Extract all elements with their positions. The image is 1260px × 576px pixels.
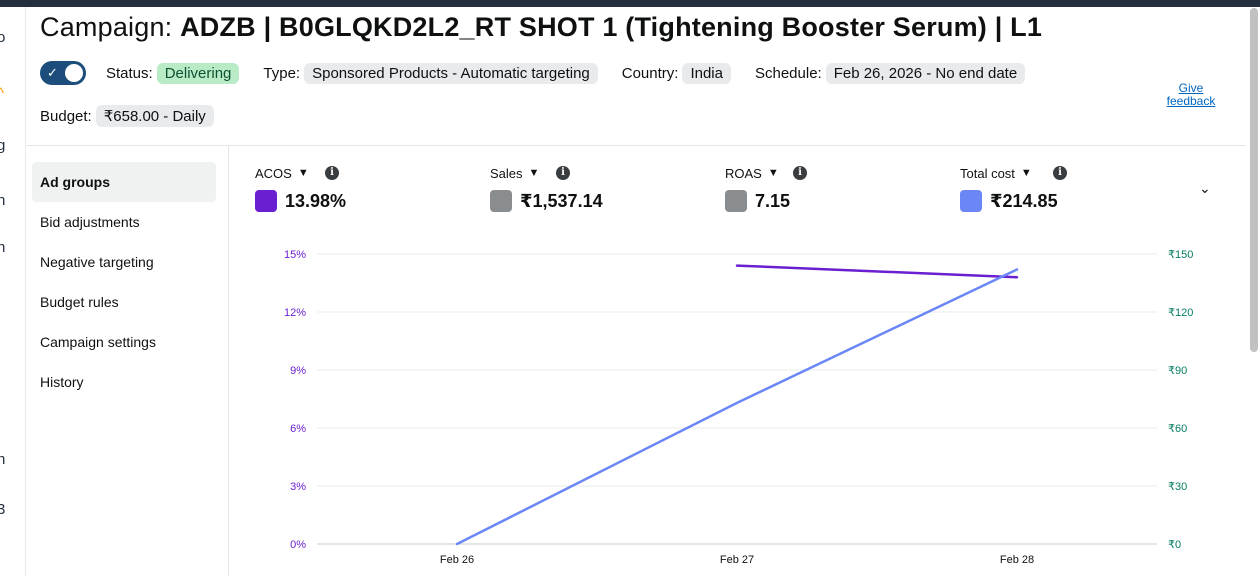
top-bar bbox=[0, 0, 1260, 7]
rail-glyph: g bbox=[0, 137, 5, 154]
y-left-tick-label: 9% bbox=[290, 365, 306, 377]
rail-glyph: n bbox=[0, 239, 5, 256]
info-icon[interactable]: i bbox=[556, 166, 570, 180]
info-icon[interactable]: i bbox=[325, 166, 339, 180]
budget-badge: ₹658.00 - Daily bbox=[95, 105, 214, 127]
metric-selector[interactable]: Total cost ▼ i bbox=[960, 164, 1160, 182]
metric-sales: Sales ▼ i ₹1,537.14 bbox=[490, 164, 690, 212]
country-label: Country: bbox=[621, 64, 679, 82]
y-right-tick-label: ₹90 bbox=[1168, 365, 1187, 377]
info-icon[interactable]: i bbox=[1053, 166, 1067, 180]
series-line-acos bbox=[735, 264, 1019, 279]
sidenav-item-bid-adjustments[interactable]: Bid adjustments bbox=[40, 214, 140, 230]
rail-glyph: n bbox=[0, 451, 5, 468]
left-rail: o ^ g n n . l n 3 bbox=[0, 7, 26, 576]
page-title: Campaign: ADZB | B0GLQKD2L2_RT SHOT 1 (T… bbox=[40, 12, 1042, 43]
sidenav-item-campaign-settings[interactable]: Campaign settings bbox=[40, 334, 156, 350]
page-scrollbar[interactable] bbox=[1250, 8, 1258, 352]
campaign-info-row: ✓ Status: Delivering Type: Sponsored Pro… bbox=[40, 61, 1049, 85]
y-right-tick-label: ₹120 bbox=[1168, 307, 1193, 319]
metric-label: Total cost bbox=[960, 165, 1015, 181]
type-badge: Sponsored Products - Automatic targeting bbox=[304, 62, 598, 84]
country-badge: India bbox=[682, 62, 731, 84]
metric-acos: ACOS ▼ i 13.98% bbox=[255, 164, 455, 212]
header-divider bbox=[26, 145, 1246, 146]
metric-total-cost: Total cost ▼ i ₹214.85 bbox=[960, 164, 1160, 212]
metric-value: ₹1,537.14 bbox=[520, 190, 603, 211]
chevron-down-icon: ▼ bbox=[297, 167, 309, 179]
y-left-tick-label: 3% bbox=[290, 481, 306, 493]
performance-chart: 0% ₹0 3% ₹30 6% ₹60 9% ₹90 12% ₹120 15% ₹150 Feb 26 F… bbox=[229, 230, 1249, 576]
schedule-label: Schedule: bbox=[754, 64, 822, 82]
y-right-tick-label: ₹60 bbox=[1168, 423, 1187, 435]
rail-glyph: 3 bbox=[0, 501, 5, 518]
status-badge: Delivering bbox=[156, 62, 240, 84]
metric-value: 7.15 bbox=[755, 190, 791, 211]
metric-color-swatch[interactable] bbox=[490, 190, 512, 212]
x-tick-label: Feb 27 bbox=[720, 554, 754, 566]
budget-row: Budget: ₹658.00 - Daily bbox=[40, 105, 238, 127]
metric-selector[interactable]: Sales ▼ i bbox=[490, 164, 690, 182]
sidenav-item-budget-rules[interactable]: Budget rules bbox=[40, 294, 119, 310]
campaign-sidenav: Ad groups Bid adjustments Negative targe… bbox=[32, 162, 216, 402]
type-label: Type: bbox=[263, 64, 301, 82]
schedule-badge: Feb 26, 2026 - No end date bbox=[825, 62, 1026, 84]
expand-chevron-icon[interactable]: ⌄ bbox=[1199, 180, 1211, 196]
rail-glyph: . bbox=[0, 297, 1, 314]
metric-value: 13.98% bbox=[285, 190, 347, 211]
metric-color-swatch[interactable] bbox=[960, 190, 982, 212]
check-icon: ✓ bbox=[47, 65, 58, 80]
x-tick-label: Feb 26 bbox=[440, 554, 474, 566]
metric-color-swatch[interactable] bbox=[725, 190, 747, 212]
y-left-tick-label: 6% bbox=[290, 423, 306, 435]
x-tick-label: Feb 28 bbox=[1000, 554, 1034, 566]
y-right-tick-label: ₹0 bbox=[1168, 539, 1181, 551]
metric-label: ROAS bbox=[725, 165, 762, 181]
chevron-down-icon: ▼ bbox=[1020, 167, 1032, 179]
y-right-tick-label: ₹150 bbox=[1168, 249, 1193, 261]
y-left-tick-label: 15% bbox=[284, 249, 306, 261]
metric-selector[interactable]: ACOS ▼ i bbox=[255, 164, 455, 182]
chevron-down-icon: ▼ bbox=[767, 167, 779, 179]
metric-label: ACOS bbox=[255, 165, 292, 181]
rail-glyph: o bbox=[0, 29, 5, 46]
toggle-knob bbox=[65, 64, 83, 82]
metric-label: Sales bbox=[490, 165, 523, 181]
metric-roas: ROAS ▼ i 7.15 bbox=[725, 164, 925, 212]
status-label: Status: bbox=[106, 64, 153, 82]
rail-glyph: ^ bbox=[0, 85, 4, 102]
metric-selector[interactable]: ROAS ▼ i bbox=[725, 164, 925, 182]
chevron-down-icon: ▼ bbox=[528, 167, 540, 179]
rail-glyph: n bbox=[0, 192, 5, 209]
series-line-total-cost bbox=[455, 268, 1019, 546]
campaign-enabled-toggle[interactable]: ✓ bbox=[40, 61, 86, 85]
give-feedback-link[interactable]: Give feedback bbox=[1166, 81, 1216, 108]
budget-label: Budget: bbox=[40, 107, 92, 125]
info-icon[interactable]: i bbox=[793, 166, 807, 180]
sidebar-divider bbox=[228, 146, 229, 576]
title-prefix: Campaign: bbox=[40, 12, 173, 42]
y-right-tick-label: ₹30 bbox=[1168, 481, 1187, 493]
sidenav-item-negative-targeting[interactable]: Negative targeting bbox=[40, 254, 154, 270]
y-left-tick-label: 12% bbox=[284, 307, 306, 319]
y-left-tick-label: 0% bbox=[290, 539, 306, 551]
chart-svg: 0% ₹0 3% ₹30 6% ₹60 9% ₹90 12% ₹120 15% ₹150 Feb 26 F… bbox=[284, 249, 1193, 566]
sidenav-item-ad-groups[interactable]: Ad groups bbox=[32, 162, 216, 202]
campaign-name: ADZB | B0GLQKD2L2_RT SHOT 1 (Tightening … bbox=[180, 12, 1043, 42]
metric-color-swatch[interactable] bbox=[255, 190, 277, 212]
sidenav-item-history[interactable]: History bbox=[40, 374, 84, 390]
metric-value: ₹214.85 bbox=[990, 190, 1058, 211]
